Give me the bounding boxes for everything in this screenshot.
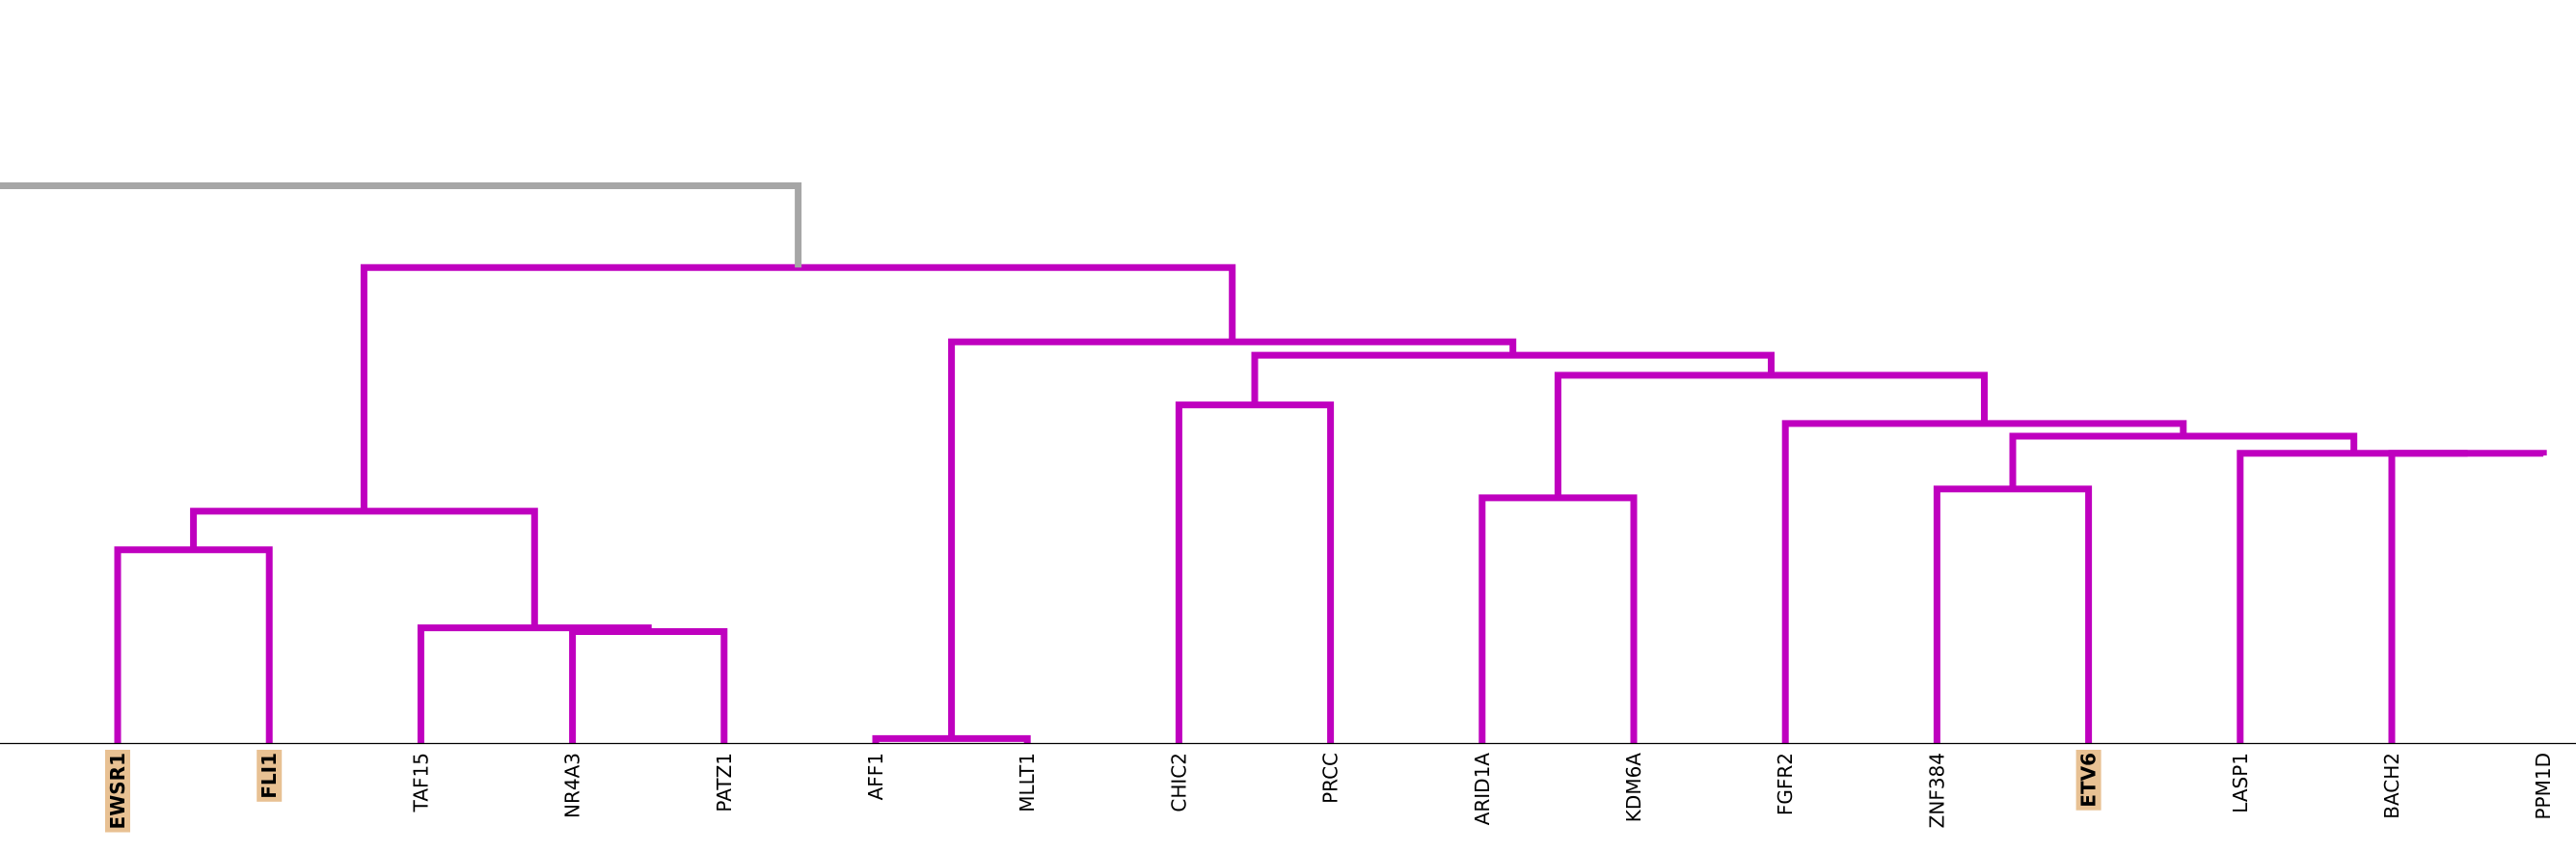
dendrogram-link-11 <box>2009 432 2358 489</box>
leaf-label-group-chic2: CHIC2 <box>1167 753 1190 813</box>
leaf-label-group-ppm1d: PPM1D <box>2532 753 2555 820</box>
leaf-label: CHIC2 <box>1167 753 1190 813</box>
leaf-label-group-znf384: ZNF384 <box>1925 753 1948 828</box>
leaf-label: PRCC <box>1319 753 1342 804</box>
leaf-label: ZNF384 <box>1925 753 1948 828</box>
leaf-label-group-mllt1: MLLT1 <box>1016 753 1039 813</box>
leaf-label: KDM6A <box>1622 753 1645 822</box>
leaf-label: FGFR2 <box>1774 753 1797 815</box>
dendrogram-link-3 <box>417 624 652 743</box>
leaf-label: AFF1 <box>864 753 887 800</box>
dendrogram-link-5 <box>872 734 1031 743</box>
leaf-label-group-lasp1: LASP1 <box>2229 753 2252 813</box>
leaf-label: EWSR1 <box>106 753 129 829</box>
leaf-label: BACH2 <box>2380 753 2403 819</box>
leaf-label: TAF15 <box>409 753 432 813</box>
leaf-label: ETV6 <box>2077 753 2101 808</box>
leaf-label-group-fli1: FLI1 <box>257 750 283 802</box>
dendrogram-link-2 <box>569 628 728 743</box>
dendrogram-links <box>0 182 2547 743</box>
leaf-highlight-box <box>257 750 283 802</box>
dendrogram-link-17 <box>0 182 802 268</box>
dendrogram-link-14 <box>1251 351 1775 405</box>
leaf-label-group-arid1a: ARID1A <box>1471 753 1494 826</box>
dendrogram-link-4 <box>190 508 538 628</box>
leaf-label: MLLT1 <box>1016 753 1039 813</box>
leaf-label-group-aff1: AFF1 <box>864 753 887 800</box>
dendrogram-link-1 <box>114 546 273 743</box>
leaf-labels: EWSR1 FLI1 TAF15 NR4A3 PATZ1 AFF1 MLLT1 CHIC2 PR… <box>105 750 2555 833</box>
dendrogram-link-16 <box>360 263 1236 511</box>
leaf-label-group-prcc: PRCC <box>1319 753 1342 804</box>
leaf-label-group-kdm6a: KDM6A <box>1622 753 1645 822</box>
leaf-label: ARID1A <box>1471 753 1494 826</box>
leaf-label: PPM1D <box>2532 753 2555 820</box>
dendrogram-link-9 <box>2388 450 2547 743</box>
leaf-label-group-patz1: PATZ1 <box>713 753 736 813</box>
dendrogram-link-6 <box>1175 401 1335 743</box>
leaf-highlight-box <box>2075 750 2101 811</box>
leaf-label: LASP1 <box>2229 753 2252 813</box>
leaf-label-group-ewsr1: EWSR1 <box>105 750 130 833</box>
leaf-label-group-taf15: TAF15 <box>409 753 432 813</box>
dendrogram-link-12 <box>1781 420 2187 743</box>
leaf-label: NR4A3 <box>561 753 584 818</box>
leaf-label-group-bach2: BACH2 <box>2380 753 2403 819</box>
leaf-label-group-fgfr2: FGFR2 <box>1774 753 1797 815</box>
leaf-label: PATZ1 <box>713 753 736 813</box>
dendrogram-link-8 <box>1933 485 2093 743</box>
dendrogram-link-13 <box>1554 372 1988 498</box>
dendrogram-link-10 <box>2237 450 2468 743</box>
leaf-label: FLI1 <box>258 753 281 799</box>
leaf-label-group-etv6: ETV6 <box>2075 750 2101 811</box>
leaf-highlight-box <box>105 750 130 833</box>
dendrogram-link-15 <box>948 338 1517 739</box>
leaf-label-group-nr4a3: NR4A3 <box>561 753 584 818</box>
dendrogram-link-7 <box>1478 494 1638 743</box>
